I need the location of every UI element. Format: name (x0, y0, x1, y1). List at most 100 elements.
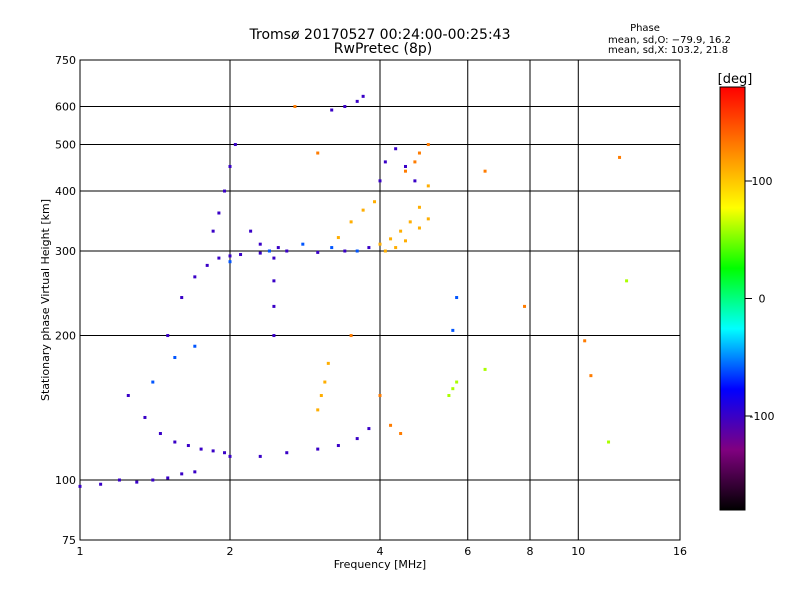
data-point (211, 449, 215, 453)
x-tick-label: 6 (464, 545, 471, 558)
data-point (378, 394, 382, 398)
data-point (394, 147, 398, 151)
y-tick-label: 300 (55, 245, 76, 258)
data-point (233, 143, 237, 147)
data-point (217, 211, 221, 215)
data-point (285, 451, 289, 455)
data-point (301, 242, 305, 246)
grid-lines (80, 60, 680, 540)
data-point (417, 226, 421, 230)
data-point (417, 151, 421, 155)
data-point (276, 246, 280, 250)
data-point (451, 328, 455, 332)
data-point (285, 249, 289, 253)
data-points (78, 94, 629, 488)
x-tick-label: 1 (77, 545, 84, 558)
data-point (166, 334, 170, 338)
x-tick-label: 2 (227, 545, 234, 558)
data-point (135, 480, 139, 484)
data-point (158, 432, 162, 436)
data-point (413, 179, 417, 183)
y-tick-label: 400 (55, 185, 76, 198)
data-point (336, 444, 340, 448)
data-point (373, 200, 377, 204)
data-point (228, 260, 232, 264)
y-tick-label: 500 (55, 139, 76, 152)
chart-subtitle: RwPretec (8p) (334, 41, 432, 57)
data-point (383, 160, 387, 164)
data-point (126, 394, 130, 398)
data-point (399, 432, 403, 436)
colorbar-tick-label: -100 (750, 410, 775, 423)
phase-colorbar: [deg] 100 0 -100 (718, 72, 775, 511)
data-point (483, 169, 487, 173)
data-point (403, 239, 407, 243)
data-point (426, 184, 430, 188)
data-point (193, 344, 197, 348)
data-point (193, 470, 197, 474)
data-point (166, 476, 170, 480)
data-point (267, 249, 271, 253)
data-point (607, 440, 611, 444)
data-point (413, 160, 417, 164)
data-point (223, 189, 227, 193)
colorbar-tick-label: 100 (752, 175, 773, 188)
data-point (272, 279, 276, 283)
x-tick-label: 10 (571, 545, 585, 558)
data-point (367, 246, 371, 250)
data-point (258, 251, 262, 255)
x-tick-label: 8 (527, 545, 534, 558)
data-point (330, 246, 334, 250)
data-point (228, 254, 232, 258)
y-tick-label: 600 (55, 101, 76, 114)
data-point (426, 143, 430, 147)
colorbar-tick-label: 0 (759, 293, 766, 306)
x-axis-label: Frequency [MHz] (334, 558, 426, 571)
x-tick-label: 4 (377, 545, 384, 558)
data-point (417, 205, 421, 209)
chart-title: Tromsø 20170527 00:24:00-00:25:43 (249, 27, 511, 43)
data-point (523, 304, 527, 308)
data-point (223, 451, 227, 455)
data-point (117, 478, 121, 482)
data-point (151, 478, 155, 482)
plot-area: 1 2 4 6 8 10 16 75 100 200 300 400 500 600 750 (55, 54, 687, 558)
data-point (316, 408, 320, 412)
data-point (272, 304, 276, 308)
data-point (258, 454, 262, 458)
data-point (361, 94, 365, 98)
data-point (272, 334, 276, 338)
data-point (426, 217, 430, 221)
data-point (323, 380, 327, 384)
data-point (319, 394, 323, 398)
data-point (389, 423, 393, 427)
data-point (455, 296, 459, 300)
data-point (99, 482, 103, 486)
data-point (625, 279, 629, 283)
data-point (355, 99, 359, 103)
data-point (316, 250, 320, 254)
data-point (336, 236, 340, 240)
data-point (228, 454, 232, 458)
data-point (78, 484, 82, 488)
data-point (389, 237, 393, 241)
data-point (589, 374, 593, 378)
data-point (199, 447, 203, 451)
y-tick-label: 750 (55, 54, 76, 67)
x-axis-ticks: 1 2 4 6 8 10 16 (77, 545, 688, 558)
data-point (151, 380, 155, 384)
data-point (367, 427, 371, 431)
y-tick-label: 75 (62, 534, 76, 547)
y-tick-label: 100 (55, 474, 76, 487)
data-point (483, 367, 487, 371)
data-point (618, 155, 622, 159)
data-point (173, 440, 177, 444)
data-point (180, 296, 184, 300)
data-point (383, 249, 387, 253)
data-point (349, 334, 353, 338)
data-point (272, 256, 276, 260)
x-tick-label: 16 (673, 545, 687, 558)
data-point (316, 151, 320, 155)
data-point (293, 105, 297, 109)
